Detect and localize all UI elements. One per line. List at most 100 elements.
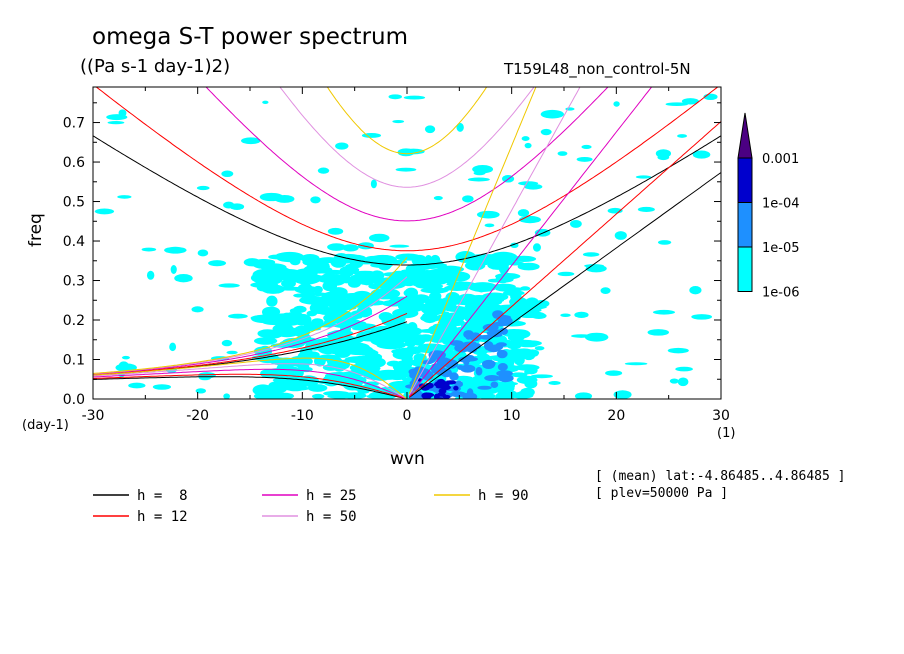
power-patch: [691, 314, 713, 320]
dispersion-curve-h12-kelvin: [408, 121, 721, 398]
power-patch: [524, 142, 532, 149]
power-patch: [397, 148, 415, 157]
power-patch: [389, 244, 410, 248]
power-patch: [117, 195, 132, 199]
power-patch: [370, 179, 377, 189]
power-patch: [311, 318, 324, 325]
power-patch: [273, 315, 291, 327]
power-patch: [198, 374, 212, 381]
colorbar-label: 1e-05: [762, 241, 800, 256]
dispersion-curve-h12-rossby: [93, 373, 408, 399]
dispersion-curve-h90-mrg: [93, 257, 408, 374]
colorbar-extend-arrow: [737, 112, 753, 159]
power-patch: [293, 293, 308, 298]
power-patch: [510, 372, 528, 378]
power-patch: [349, 256, 364, 269]
y-tick-label: 0.5: [63, 195, 85, 211]
power-patch: [395, 253, 421, 261]
power-patch: [284, 317, 310, 323]
power-patch: [548, 381, 561, 385]
power-patch-mid: [496, 370, 513, 377]
power-patch: [274, 323, 290, 335]
power-patch: [569, 219, 582, 228]
dispersion-curve-h25-mrg: [93, 295, 408, 375]
power-patch: [327, 243, 346, 251]
dispersion-curve-h25-rossby: [93, 368, 408, 399]
power-patch: [121, 355, 130, 360]
power-patch-mid: [449, 372, 459, 381]
power-patch: [412, 294, 430, 303]
power-patch: [501, 393, 516, 399]
power-patch: [297, 364, 310, 370]
dispersion-curve-h25-kelvin: [408, 87, 653, 397]
power-patch: [388, 94, 402, 100]
power-patch: [253, 392, 273, 399]
power-patch: [514, 348, 534, 356]
dispersion-curve-h90-kelvin: [408, 87, 537, 395]
power-patch: [624, 362, 648, 366]
power-patch: [223, 201, 235, 209]
legend-label: h = 25: [306, 488, 357, 504]
power-patch: [473, 171, 486, 176]
power-patch: [517, 262, 540, 271]
power-patch: [584, 332, 609, 342]
colorbar-label: 1e-04: [762, 197, 800, 212]
power-patch: [657, 240, 672, 245]
power-patch: [107, 120, 125, 125]
power-patch: [444, 305, 467, 312]
y-axis-unit: (day-1): [22, 418, 69, 433]
legend-label: h = 12: [137, 509, 188, 525]
chart-title: omega S-T power spectrum: [92, 24, 409, 50]
power-patch: [557, 271, 575, 277]
power-patch: [677, 134, 688, 138]
power-patch: [266, 295, 278, 307]
chart-units: ((Pa s-1 day-1)2): [80, 56, 231, 77]
power-patch: [518, 304, 547, 310]
power-patch-mid: [496, 349, 508, 359]
power-patch: [370, 270, 385, 281]
x-axis-label: wvn: [390, 449, 425, 469]
power-patch: [268, 254, 285, 260]
power-patch: [342, 244, 359, 252]
power-patch: [334, 346, 352, 358]
power-patch: [94, 208, 115, 215]
power-patch: [359, 359, 382, 370]
power-patch: [585, 264, 607, 273]
x-tick-label: -20: [186, 408, 209, 424]
power-patch: [250, 314, 276, 321]
power-patch-mid: [486, 333, 503, 338]
power-patch: [273, 268, 304, 281]
power-patch: [296, 287, 310, 293]
power-patch: [128, 382, 146, 389]
power-patch: [170, 265, 177, 274]
power-patch: [228, 313, 248, 319]
power-patch-high: [453, 385, 459, 391]
power-patch: [514, 310, 544, 318]
power-patch: [498, 382, 512, 387]
dispersion-curve-h12-ig1: [95, 87, 719, 252]
power-patch: [430, 254, 441, 266]
power-patch: [506, 342, 522, 350]
power-patch-high: [423, 392, 435, 398]
power-patch-mid: [465, 354, 475, 360]
power-patch: [146, 270, 155, 280]
power-patch: [540, 128, 552, 136]
power-patch: [368, 283, 381, 290]
power-patch: [281, 386, 311, 391]
power-patch: [532, 243, 541, 252]
power-patch: [381, 329, 399, 334]
x-tick-label: 20: [607, 408, 625, 424]
dispersion-curve-h8-ig1: [93, 135, 721, 266]
power-patch-mid: [482, 360, 495, 370]
dispersion-curve-h12-mrg: [93, 312, 408, 376]
power-patch: [406, 301, 419, 311]
power-patch: [456, 122, 464, 132]
power-patch: [339, 268, 354, 278]
colorbar-segment: [737, 246, 753, 292]
power-patch: [534, 346, 545, 351]
power-patch-mid: [474, 343, 482, 349]
power-patch-mid: [469, 332, 482, 342]
power-patch: [319, 261, 330, 272]
power-patch: [327, 394, 353, 399]
power-patch: [164, 246, 187, 254]
